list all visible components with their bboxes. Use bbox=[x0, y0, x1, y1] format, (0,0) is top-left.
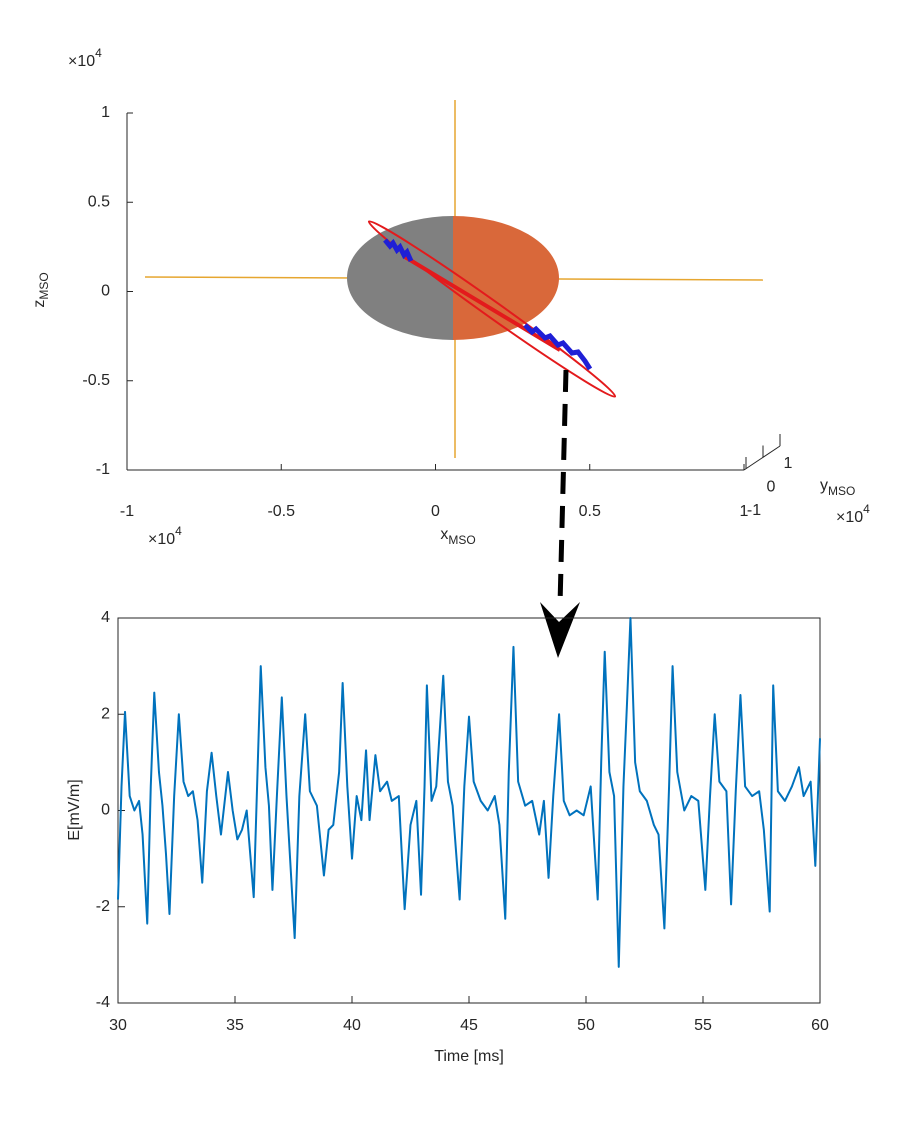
x-label-text: x bbox=[440, 526, 448, 543]
y-tick-label: 4 bbox=[101, 609, 110, 626]
z-tick-label: 1 bbox=[101, 104, 110, 121]
multiplier-base: ×10 bbox=[148, 531, 175, 548]
x-tick-label: 30 bbox=[109, 1017, 127, 1034]
y-tick-label: -4 bbox=[96, 994, 110, 1011]
x-label-sub: MSO bbox=[448, 533, 475, 547]
multiplier-exp: 4 bbox=[175, 524, 182, 538]
scene bbox=[126, 100, 781, 471]
z-tick-label: 0.5 bbox=[88, 193, 110, 210]
arrow-head bbox=[540, 602, 580, 658]
multiplier-base: ×10 bbox=[68, 53, 95, 70]
z-label-text: z bbox=[31, 300, 48, 308]
y-label-sub: MSO bbox=[828, 484, 855, 498]
z-multiplier: ×104 bbox=[68, 46, 102, 70]
x-tick-label: 0 bbox=[431, 503, 440, 520]
orbit bbox=[367, 220, 617, 398]
x-tick-label: 40 bbox=[343, 1017, 361, 1034]
z-label: zMSO bbox=[31, 272, 51, 307]
z-tick-label: -1 bbox=[96, 461, 110, 478]
y-tick-label: -2 bbox=[96, 898, 110, 915]
x-tick-label: 60 bbox=[811, 1017, 829, 1034]
x-tick-label: 45 bbox=[460, 1017, 478, 1034]
z-tick-label: 0 bbox=[101, 283, 110, 300]
x-tick-label: -0.5 bbox=[267, 503, 295, 520]
trajectory bbox=[523, 323, 593, 371]
x-tick-label: 50 bbox=[577, 1017, 595, 1034]
multiplier-base: ×10 bbox=[836, 509, 863, 526]
trajectory bbox=[383, 238, 414, 263]
y-tick-label: 0 bbox=[101, 802, 110, 819]
signal-line bbox=[117, 617, 821, 968]
y-tick-label: 0 bbox=[767, 479, 776, 496]
x-multiplier: ×104 bbox=[148, 524, 182, 548]
y-tick-label: -1 bbox=[747, 502, 761, 519]
planet-day bbox=[453, 216, 559, 340]
x-tick-label: 0.5 bbox=[579, 503, 601, 520]
x-tick-label: 55 bbox=[694, 1017, 712, 1034]
planet-night bbox=[347, 216, 453, 340]
y-axis-title: E[mV/m] bbox=[66, 779, 83, 840]
y-multiplier: ×104 bbox=[836, 502, 870, 526]
z-label-sub: MSO bbox=[37, 272, 51, 299]
y-label-text: y bbox=[820, 477, 828, 494]
multiplier-exp: 4 bbox=[95, 46, 102, 60]
y-tick-label: 2 bbox=[101, 705, 110, 722]
y-axis bbox=[743, 445, 781, 471]
arrow-shaft bbox=[557, 369, 569, 606]
orbit-front bbox=[403, 255, 562, 352]
x-axis-title: Time [ms] bbox=[434, 1048, 504, 1065]
multiplier-exp: 4 bbox=[863, 502, 870, 516]
x-tick-label: -1 bbox=[120, 503, 134, 520]
x-tick-label: 1 bbox=[740, 503, 749, 520]
z-tick-label: -0.5 bbox=[82, 372, 110, 389]
x-tick-label: 35 bbox=[226, 1017, 244, 1034]
x-label: xMSO bbox=[440, 526, 475, 547]
y-label: yMSO bbox=[820, 477, 855, 498]
y-tick-label: 1 bbox=[784, 455, 793, 472]
